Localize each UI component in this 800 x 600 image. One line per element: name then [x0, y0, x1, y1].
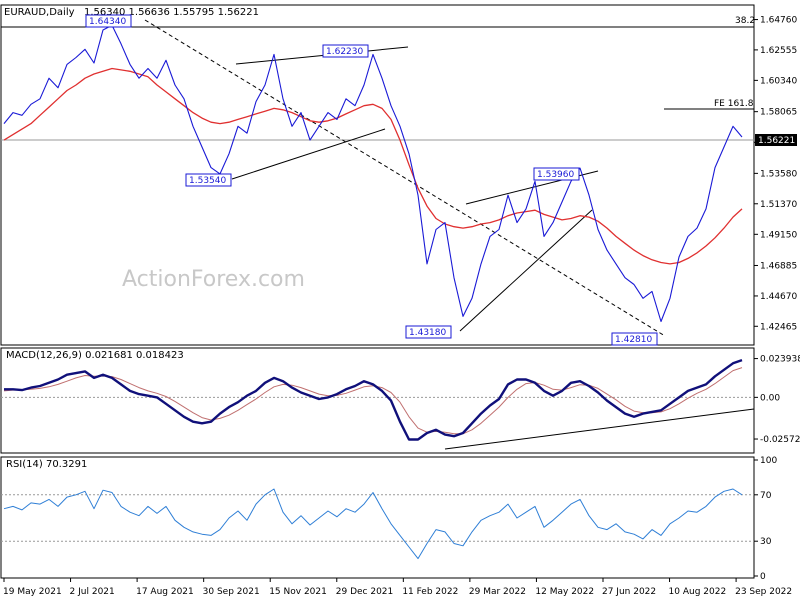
rsi-line	[3, 488, 743, 560]
annotation-low-2: 1.43180	[405, 325, 452, 339]
rsi-panel-frame	[0, 456, 755, 579]
price-series	[3, 24, 743, 323]
x-tick-label: 15 Nov 2021	[269, 587, 327, 597]
svg-text:1.56221: 1.56221	[758, 136, 795, 146]
price-moving-average-series	[3, 67, 743, 265]
upper-channel-line-left	[235, 46, 409, 65]
x-tick-label: 2 Jul 2021	[70, 587, 115, 597]
price-line	[3, 24, 743, 323]
macd-y-tick-label: 0.023938	[760, 355, 800, 365]
rsi-y-tick-label: 70	[760, 491, 772, 501]
dashed-downtrend-line	[144, 19, 666, 337]
price-panel-title: EURAUD,Daily	[4, 7, 75, 18]
x-tick-label: 11 Feb 2022	[402, 587, 458, 597]
macd-line	[4, 358, 743, 441]
rsi-series	[1, 488, 754, 560]
macd-panel-title: MACD(12,26,9) 0.021681 0.018423	[6, 350, 184, 361]
price-y-tick-label: 1.42465	[760, 322, 797, 332]
price-y-tick-label: 1.53580	[760, 169, 797, 179]
rsi-y-tick-label: 100	[760, 456, 777, 466]
macd-trendline	[444, 408, 755, 450]
x-tick-label: 17 Aug 2021	[136, 587, 194, 597]
svg-text:1.62230: 1.62230	[326, 47, 363, 57]
fib-38-2-label: 38.2	[735, 16, 755, 26]
macd-series	[4, 358, 743, 441]
annotation-high-1: 1.64340	[85, 14, 132, 28]
annotation-high-2: 1.62230	[322, 44, 369, 58]
macd-y-tick-label: -0.025725	[760, 435, 800, 445]
svg-text:1.42810: 1.42810	[615, 335, 652, 345]
price-y-tick-label: 1.60340	[760, 76, 797, 86]
ohlc-readout: 1.56340 1.56636 1.55795 1.56221	[84, 7, 259, 18]
rsi-y-tick-label: 30	[760, 537, 772, 547]
svg-text:1.64340: 1.64340	[89, 17, 126, 27]
x-tick-label: 30 Sep 2021	[203, 587, 260, 597]
svg-text:1.43180: 1.43180	[409, 328, 446, 338]
price-y-tick-label: 1.64760	[760, 16, 797, 26]
annotation-high-3: 1.53960	[533, 167, 580, 181]
annotation-low-3: 1.42810	[611, 332, 658, 346]
rsi-panel-title: RSI(14) 70.3291	[6, 459, 87, 470]
macd-y-tick-label: 0.00	[760, 393, 780, 403]
price-y-tick-label: 1.44670	[760, 292, 797, 302]
price-y-tick-label: 1.51370	[760, 200, 797, 210]
x-tick-label: 27 Jun 2022	[602, 587, 656, 597]
rsi-y-tick-label: 0	[760, 572, 766, 582]
price-y-tick-label: 1.49150	[760, 230, 797, 240]
svg-text:1.53960: 1.53960	[537, 170, 574, 180]
x-tick-label: 12 May 2022	[535, 587, 594, 597]
moving-average-line	[3, 67, 743, 265]
price-y-tick-label: 1.62555	[760, 46, 797, 56]
fe-161-8-label: FE 161.8	[714, 99, 754, 109]
macd-panel-frame	[0, 347, 755, 454]
x-tick-label: 23 Sep 2022	[735, 587, 792, 597]
svg-text:1.53540: 1.53540	[189, 176, 226, 186]
lower-channel-line-left	[231, 128, 386, 180]
price-panel-frame	[0, 4, 755, 346]
x-tick-label: 10 Aug 2022	[669, 587, 727, 597]
watermark: ActionForex.com	[122, 267, 305, 292]
price-y-tick-label: 1.58065	[760, 108, 797, 118]
x-tick-label: 29 Dec 2021	[336, 587, 394, 597]
price-y-tick-label: 1.46885	[760, 261, 797, 271]
x-axis: 19 May 2021 2 Jul 2021 17 Aug 2021 30 Sep 2…	[3, 578, 792, 597]
current-price-tag: 1.56221	[755, 134, 797, 146]
annotation-low-1: 1.53540	[185, 173, 232, 187]
x-tick-label: 29 Mar 2022	[469, 587, 526, 597]
x-tick-label: 19 May 2021	[3, 587, 62, 597]
lower-channel-line-right	[459, 209, 593, 332]
